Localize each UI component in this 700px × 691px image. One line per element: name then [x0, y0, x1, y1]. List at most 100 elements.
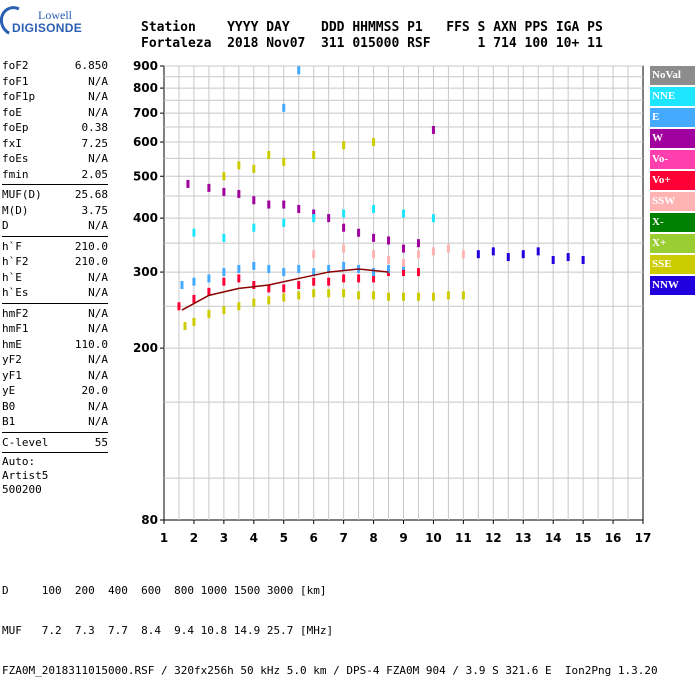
- param-name: C-level: [2, 435, 49, 449]
- header-labels: Station YYYY DAY DDD HHMMSS P1 FFS S AXN…: [141, 20, 603, 35]
- param-row-hme: hmE 110.0: [2, 337, 108, 353]
- param-value: 0.38: [81, 121, 109, 134]
- param-name: D: [2, 219, 9, 232]
- param-value: N/A: [88, 415, 108, 428]
- x-tick-label: 7: [339, 531, 347, 545]
- footer: D 100 200 400 600 800 1000 1500 3000 [km…: [2, 558, 658, 691]
- data-point: [506, 253, 510, 262]
- data-point: [312, 268, 316, 277]
- x-tick-label: 4: [250, 531, 258, 545]
- data-point: [312, 209, 316, 218]
- data-point: [566, 253, 570, 262]
- data-point: [551, 255, 555, 264]
- y-tick-label: 500: [133, 169, 158, 183]
- data-point: [461, 291, 465, 300]
- param-value: 210.0: [74, 239, 108, 253]
- data-point: [372, 250, 376, 259]
- series-w: [186, 125, 435, 253]
- data-point: [416, 268, 420, 277]
- param-row-d: D N/A: [2, 218, 108, 234]
- x-tick-label: 15: [575, 531, 592, 545]
- param-name: foF2: [2, 59, 29, 72]
- data-point: [372, 268, 376, 277]
- data-point: [252, 164, 256, 173]
- legend-item-nnw: NNW: [650, 276, 695, 295]
- param-row-m-d-: M(D) 3.75: [2, 203, 108, 219]
- data-point: [387, 264, 391, 273]
- y-tick-label: 800: [133, 81, 158, 95]
- param-value: 110.0: [74, 337, 108, 351]
- param-separator: [2, 452, 108, 453]
- legend-item-ssw: SSW: [650, 192, 695, 211]
- x-tick-label: 9: [399, 531, 407, 545]
- param-value: N/A: [88, 219, 108, 232]
- auto-scaling-line: Auto:: [2, 455, 36, 468]
- param-value: 25.68: [74, 188, 108, 201]
- logo-line1: Lowell: [38, 8, 72, 22]
- lowell-digisonde-logo: Lowell DIGISONDE: [0, 0, 90, 40]
- param-name: foEp: [2, 121, 29, 134]
- auto-scaling-line: Artist5: [2, 469, 49, 482]
- data-point: [237, 274, 241, 283]
- data-point: [312, 277, 316, 286]
- param-name: B1: [2, 415, 16, 428]
- param-row-hmf2: hmF2 N/A: [2, 306, 108, 322]
- data-point: [192, 277, 196, 286]
- param-name: h`E: [2, 270, 22, 284]
- y-tick-label: 300: [133, 265, 158, 279]
- data-point: [192, 228, 196, 237]
- data-point: [297, 66, 301, 75]
- param-value: N/A: [88, 152, 108, 165]
- param-value: 6.850: [74, 59, 108, 72]
- param-row-b0: B0 N/A: [2, 399, 108, 415]
- param-name: foF1p: [2, 90, 36, 103]
- param-name: hmF2: [2, 306, 29, 320]
- param-separator: [2, 431, 108, 433]
- param-name: yF2: [2, 353, 22, 366]
- series-e: [180, 66, 405, 290]
- y-tick-label: 80: [141, 513, 158, 527]
- x-tick-label: 13: [515, 531, 532, 545]
- data-point: [402, 258, 405, 267]
- param-value: 55: [94, 435, 108, 449]
- trace-line: [181, 268, 389, 311]
- data-point: [252, 223, 256, 232]
- param-value: N/A: [88, 90, 108, 103]
- data-point: [207, 287, 211, 296]
- data-point: [431, 214, 435, 223]
- param-separator: [2, 184, 108, 185]
- param-name: hmE: [2, 337, 22, 351]
- y-tick-label: 400: [133, 211, 158, 225]
- header-values: Fortaleza 2018 Nov07 311 015000 RSF 1 71…: [141, 36, 603, 51]
- data-point: [357, 228, 361, 237]
- data-point: [252, 298, 256, 307]
- data-point: [342, 209, 346, 218]
- data-point: [186, 179, 190, 188]
- param-value: N/A: [88, 399, 108, 413]
- data-point: [297, 281, 301, 290]
- data-point: [327, 264, 331, 273]
- param-row-h-f: h`F 210.0: [2, 239, 108, 255]
- data-point: [387, 255, 391, 264]
- data-point: [372, 138, 376, 147]
- data-point: [342, 244, 346, 253]
- data-point: [222, 233, 226, 242]
- legend-item-x-: X-: [650, 213, 695, 232]
- data-point: [267, 296, 271, 305]
- data-point: [177, 302, 181, 311]
- param-name: M(D): [2, 203, 29, 217]
- y-tick-label: 900: [133, 59, 158, 73]
- data-point: [222, 187, 226, 196]
- data-point: [536, 247, 540, 256]
- x-tick-label: 1: [160, 531, 168, 545]
- data-point: [342, 261, 346, 270]
- param-value: N/A: [88, 270, 108, 284]
- param-value: 2.05: [81, 167, 109, 181]
- param-value: N/A: [88, 322, 108, 335]
- data-point: [372, 291, 376, 300]
- data-point: [431, 292, 435, 301]
- data-point: [521, 250, 525, 259]
- data-point: [372, 204, 376, 213]
- param-value: N/A: [88, 105, 108, 119]
- data-point: [327, 289, 331, 298]
